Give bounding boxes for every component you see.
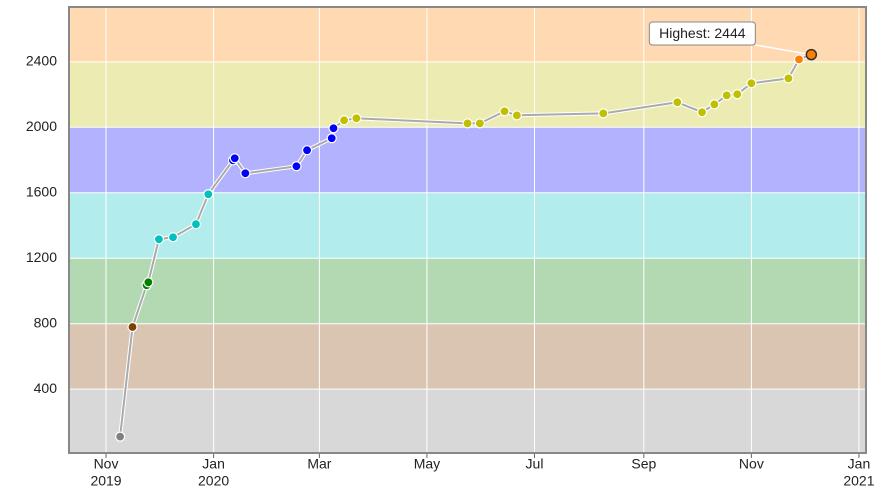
annotation-text: Highest: 2444 xyxy=(659,25,746,41)
rating-point xyxy=(511,110,522,121)
annotation-connector xyxy=(755,44,812,56)
rating-point xyxy=(598,108,609,119)
rating-band xyxy=(69,61,866,128)
x-tick-label: 2020 xyxy=(198,473,229,489)
rating-point xyxy=(783,73,794,84)
rating-band xyxy=(69,258,866,324)
rating-band xyxy=(69,323,866,390)
x-tick-label: Mar xyxy=(307,456,331,472)
x-tick-label: 2021 xyxy=(843,473,874,489)
plot-frame xyxy=(68,6,867,454)
x-tick-label: Sep xyxy=(631,456,656,472)
y-tick-label: 2000 xyxy=(26,118,57,134)
rating-point xyxy=(127,321,138,333)
x-tick-label: Nov xyxy=(94,456,119,472)
rating-point xyxy=(153,234,165,245)
rating-point xyxy=(499,106,510,117)
rating-point xyxy=(805,48,818,61)
rating-point xyxy=(203,189,214,200)
rating-point xyxy=(793,54,805,65)
y-tick-label: 800 xyxy=(34,314,58,330)
y-tick-label: 1600 xyxy=(26,183,57,199)
x-tick-label: Nov xyxy=(739,456,764,472)
x-tick-label: Jan xyxy=(202,456,225,472)
rating-point xyxy=(732,89,743,100)
rating-point xyxy=(229,153,240,164)
rating-point xyxy=(351,113,362,124)
rating-band xyxy=(69,127,866,193)
rating-point xyxy=(167,232,179,243)
rating-point xyxy=(746,78,757,89)
x-tick-label: 2019 xyxy=(90,473,121,489)
rating-band xyxy=(69,192,866,259)
rating-point xyxy=(721,90,732,101)
rating-point xyxy=(462,118,473,129)
x-tick-label: Jul xyxy=(526,456,544,472)
rating-point xyxy=(474,118,485,129)
rating-band xyxy=(69,389,866,453)
y-tick-label: 400 xyxy=(34,380,58,396)
rating-point xyxy=(709,99,720,110)
rating-point xyxy=(240,168,251,179)
rating-point xyxy=(338,115,350,126)
rating-point xyxy=(115,431,126,442)
rating-point xyxy=(143,277,154,288)
rating-point xyxy=(672,97,683,108)
rating-point xyxy=(190,219,202,230)
annotation-box xyxy=(648,21,756,46)
y-tick-label: 1200 xyxy=(26,249,57,265)
rating-point xyxy=(328,123,339,134)
rating-point xyxy=(326,133,337,144)
rating-point xyxy=(301,145,313,156)
rating-point xyxy=(696,107,708,118)
y-tick-label: 2400 xyxy=(26,53,57,69)
x-tick-label: May xyxy=(414,456,440,472)
x-tick-label: Jan xyxy=(848,456,871,472)
rating-point xyxy=(291,161,302,172)
